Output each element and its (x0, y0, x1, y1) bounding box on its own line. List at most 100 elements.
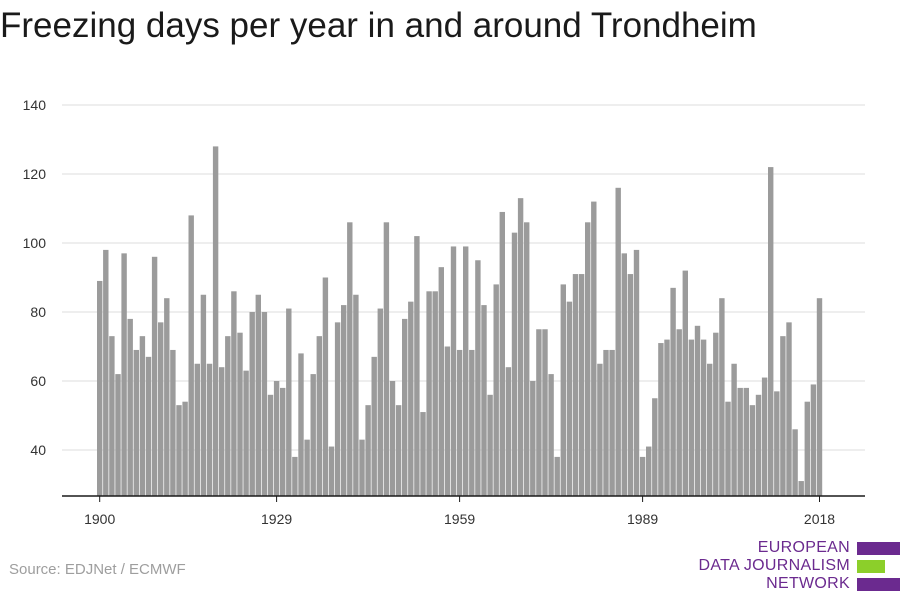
bar-1994[interactable] (670, 287, 676, 496)
bar-1902[interactable] (109, 336, 115, 496)
bar-2013[interactable] (786, 322, 792, 496)
bar-2000[interactable] (707, 363, 713, 496)
bar-1996[interactable] (682, 270, 688, 496)
bar-1977[interactable] (566, 301, 573, 496)
bar-1934[interactable] (304, 439, 310, 496)
bar-1991[interactable] (652, 398, 658, 496)
bar-1905[interactable] (127, 318, 133, 496)
bar-1969[interactable] (517, 198, 524, 496)
bar-2003[interactable] (725, 401, 731, 496)
bar-1958[interactable] (450, 246, 457, 496)
bar-2001[interactable] (713, 332, 719, 496)
bar-1990[interactable] (646, 446, 652, 496)
bar-1962[interactable] (475, 260, 481, 496)
bar-2011[interactable] (774, 391, 780, 496)
edjnet-logo[interactable]: EUROPEAN DATA JOURNALISM NETWORK (699, 539, 900, 595)
bar-1976[interactable] (560, 284, 566, 496)
bar-1949[interactable] (395, 405, 402, 496)
bar-1928[interactable] (267, 394, 274, 496)
bar-1923[interactable] (237, 332, 243, 496)
bar-1986[interactable] (621, 253, 627, 496)
bar-1950[interactable] (402, 318, 408, 496)
bar-1973[interactable] (542, 329, 548, 496)
bar-2016[interactable] (804, 401, 810, 496)
bar-1912[interactable] (170, 349, 176, 496)
bar-1924[interactable] (243, 370, 249, 496)
bar-1945[interactable] (371, 356, 377, 496)
bar-1946[interactable] (377, 308, 383, 496)
bar-1959[interactable] (456, 349, 463, 496)
bar-2015[interactable] (798, 481, 804, 496)
bar-1974[interactable] (548, 374, 554, 496)
bar-1999[interactable] (700, 339, 707, 496)
bar-2006[interactable] (743, 387, 749, 496)
bar-1957[interactable] (444, 346, 451, 497)
bar-1944[interactable] (365, 405, 371, 496)
bar-2017[interactable] (810, 384, 817, 496)
bar-1904[interactable] (121, 253, 127, 496)
bar-1964[interactable] (487, 394, 493, 496)
bar-1917[interactable] (200, 294, 207, 496)
bar-1929[interactable] (273, 381, 280, 496)
bar-1970[interactable] (524, 222, 530, 497)
bar-1953[interactable] (420, 412, 426, 496)
bar-2007[interactable] (749, 405, 756, 496)
bar-2002[interactable] (719, 298, 725, 496)
bar-1922[interactable] (231, 291, 237, 496)
bar-1940[interactable] (341, 305, 347, 496)
bar-1981[interactable] (591, 201, 597, 496)
bar-2012[interactable] (780, 336, 786, 496)
bar-1984[interactable] (609, 349, 615, 496)
bar-1955[interactable] (432, 291, 438, 496)
bar-1951[interactable] (408, 301, 414, 496)
bar-1992[interactable] (658, 343, 664, 496)
bar-1942[interactable] (353, 294, 359, 496)
bar-1995[interactable] (676, 329, 682, 496)
bar-1909[interactable] (151, 256, 158, 496)
bar-1975[interactable] (554, 456, 560, 496)
bar-1908[interactable] (145, 356, 152, 496)
bar-1939[interactable] (334, 322, 341, 496)
bar-1927[interactable] (261, 312, 268, 496)
bar-1979[interactable] (578, 274, 585, 496)
bar-1913[interactable] (176, 405, 182, 496)
bar-1956[interactable] (438, 267, 444, 496)
bar-1925[interactable] (249, 312, 255, 496)
bar-1947[interactable] (383, 222, 390, 497)
bar-1935[interactable] (310, 374, 316, 496)
bar-1907[interactable] (139, 336, 146, 496)
bar-1919[interactable] (212, 146, 219, 496)
bar-1920[interactable] (219, 367, 225, 496)
bar-1926[interactable] (255, 294, 261, 496)
bar-1901[interactable] (103, 249, 109, 496)
bar-1930[interactable] (280, 387, 286, 496)
bar-1948[interactable] (389, 381, 396, 496)
bar-1963[interactable] (481, 305, 487, 496)
bar-2018[interactable] (816, 298, 823, 496)
bar-1968[interactable] (511, 232, 518, 496)
bar-1938[interactable] (328, 446, 335, 496)
bar-1933[interactable] (298, 353, 304, 496)
bar-1921[interactable] (225, 336, 231, 496)
bar-2004[interactable] (731, 363, 737, 496)
bar-1980[interactable] (585, 222, 591, 497)
bar-1978[interactable] (572, 274, 579, 496)
bar-1960[interactable] (463, 246, 469, 496)
bar-1988[interactable] (633, 249, 640, 496)
bar-1972[interactable] (536, 329, 542, 496)
bar-2014[interactable] (792, 429, 798, 496)
bar-1900[interactable] (97, 280, 103, 496)
bar-1954[interactable] (426, 291, 432, 496)
bar-1966[interactable] (499, 211, 505, 496)
bar-1910[interactable] (158, 322, 164, 496)
bar-1903[interactable] (115, 374, 121, 496)
bar-1998[interactable] (694, 325, 701, 496)
bar-1985[interactable] (615, 187, 621, 497)
bar-2009[interactable] (761, 377, 768, 496)
bar-1941[interactable] (347, 222, 353, 497)
bar-2010[interactable] (768, 167, 774, 496)
bar-1915[interactable] (188, 215, 194, 496)
bar-1993[interactable] (664, 339, 670, 496)
bar-1932[interactable] (292, 456, 298, 496)
bar-1989[interactable] (639, 456, 646, 496)
